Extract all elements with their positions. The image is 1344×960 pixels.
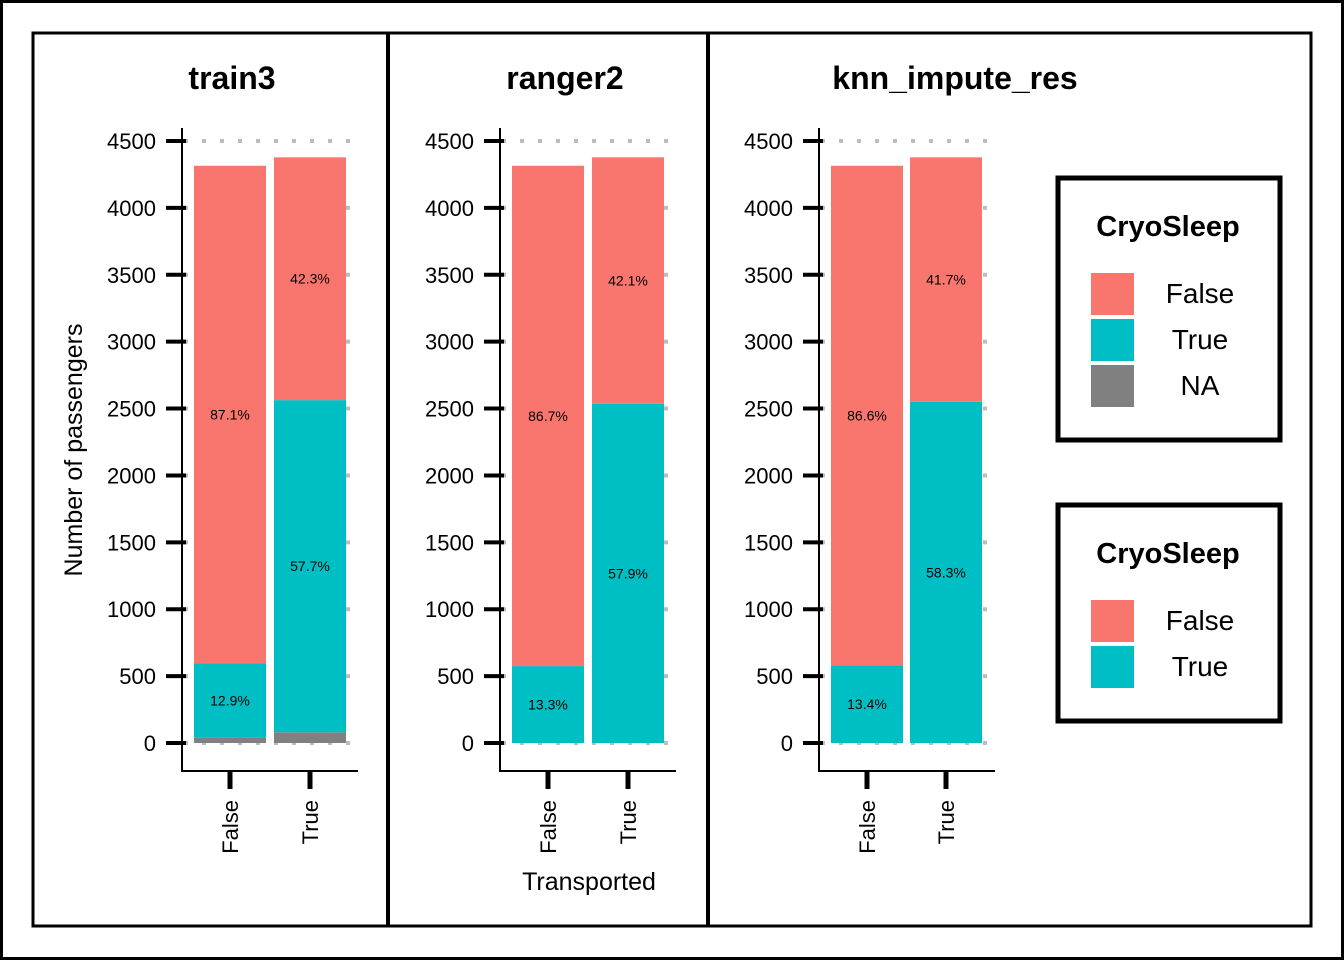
bar-segment-false-true [831, 665, 903, 743]
data-label: 13.3% [528, 697, 568, 713]
plot-frame [31, 31, 1313, 928]
y-tick-label: 2000 [107, 463, 156, 488]
y-tick-label: 2500 [425, 397, 474, 422]
panel-title: train3 [188, 60, 275, 96]
legend-item-label: False [1166, 605, 1234, 636]
y-tick-label: 4000 [425, 196, 474, 221]
legend-item-label: True [1172, 651, 1229, 682]
x-tick-label: False [218, 800, 243, 854]
y-tick-label: 3500 [425, 263, 474, 288]
data-label: 41.7% [926, 272, 966, 288]
y-tick-label: 3000 [425, 330, 474, 355]
panel-ranger2: ranger2 13.3% 86.7% 57.9% 42.1% 0 500 1000 1500 2… [425, 60, 676, 854]
y-tick-label: 2500 [744, 397, 793, 422]
x-axis-label: Transported [522, 868, 656, 896]
y-tick-label: 3500 [107, 263, 156, 288]
x-tick-label: True [934, 800, 959, 844]
y-tick-label: 1500 [744, 530, 793, 555]
y-tick-label: 500 [756, 664, 793, 689]
y-tick-label: 2000 [744, 463, 793, 488]
legend-key-true [1091, 646, 1134, 688]
y-tick-label: 0 [781, 731, 793, 756]
panel-train3: train3 12.9% 87.1% 57.7% 42.3% 0 500 1000 1500 20… [107, 60, 358, 854]
y-tick-label: 1000 [107, 597, 156, 622]
x-tick-label: True [298, 800, 323, 844]
panel-title: ranger2 [506, 60, 623, 96]
legend-item-label: True [1172, 324, 1229, 355]
y-tick-label: 3000 [744, 330, 793, 355]
y-tick-label: 4000 [744, 196, 793, 221]
legend-key-na [1091, 365, 1134, 407]
x-tick-label: False [855, 800, 880, 854]
y-tick-label: 4500 [744, 129, 793, 154]
legend-key-false [1091, 273, 1134, 315]
y-tick-label: 500 [437, 664, 474, 689]
y-axis-label: Number of passengers [60, 324, 88, 577]
data-label: 42.3% [290, 271, 330, 287]
data-label: 42.1% [608, 273, 648, 289]
y-tick-label: 500 [119, 664, 156, 689]
y-tick-label: 1000 [425, 597, 474, 622]
legend-title: CryoSleep [1096, 211, 1239, 243]
y-tick-label: 3000 [107, 330, 156, 355]
data-label: 87.1% [210, 407, 250, 423]
y-tick-label: 1000 [744, 597, 793, 622]
data-label: 57.7% [290, 558, 330, 574]
panel-knn_impute_res: knn_impute_res 13.4% 86.6% 58.3% 41.7% 0 500 10… [744, 60, 1078, 854]
data-label: 13.4% [847, 696, 887, 712]
legend-item-label: NA [1181, 370, 1220, 401]
legend-1: CryoSleep False True NA [1055, 175, 1283, 443]
legend-title: CryoSleep [1096, 538, 1239, 570]
data-label: 86.7% [528, 408, 568, 424]
data-label: 86.6% [847, 408, 887, 424]
bar-segment-true-false [274, 157, 346, 401]
bar-segment-true-na [274, 732, 346, 743]
bar-segment-false-false [831, 165, 903, 666]
y-tick-label: 0 [144, 731, 156, 756]
bar-segment-false-na [194, 737, 266, 743]
bar-segment-true-true [274, 400, 346, 733]
data-label: 58.3% [926, 564, 966, 580]
data-label: 12.9% [210, 693, 250, 709]
bar-segment-true-false [592, 157, 664, 404]
y-tick-label: 2500 [107, 397, 156, 422]
y-tick-label: 1500 [107, 530, 156, 555]
bar-segment-false-true [194, 663, 266, 738]
legend-key-false [1091, 600, 1134, 642]
bar-segment-true-true [592, 403, 664, 743]
y-tick-label: 4500 [425, 129, 474, 154]
bar-segment-false-false [194, 165, 266, 664]
x-tick-label: True [616, 800, 641, 844]
panel-title: knn_impute_res [832, 60, 1077, 96]
x-tick-label: False [536, 800, 561, 854]
y-tick-label: 4000 [107, 196, 156, 221]
y-tick-label: 3500 [744, 263, 793, 288]
legend-2: CryoSleep False True [1055, 502, 1283, 724]
legends-layer: CryoSleep False True NA CryoSleep False True [1055, 175, 1283, 724]
bar-segment-false-true [512, 666, 584, 743]
y-tick-label: 2000 [425, 463, 474, 488]
legend-item-label: False [1166, 278, 1234, 309]
y-tick-label: 1500 [425, 530, 474, 555]
bar-segment-true-true [910, 401, 982, 743]
panels-layer: train3 12.9% 87.1% 57.7% 42.3% 0 500 1000 1500 20… [107, 60, 1078, 854]
bar-segment-false-false [512, 165, 584, 667]
bar-segment-true-false [910, 157, 982, 402]
legend-key-true [1091, 319, 1134, 361]
y-tick-label: 0 [462, 731, 474, 756]
data-label: 57.9% [608, 565, 648, 581]
y-tick-label: 4500 [107, 129, 156, 154]
